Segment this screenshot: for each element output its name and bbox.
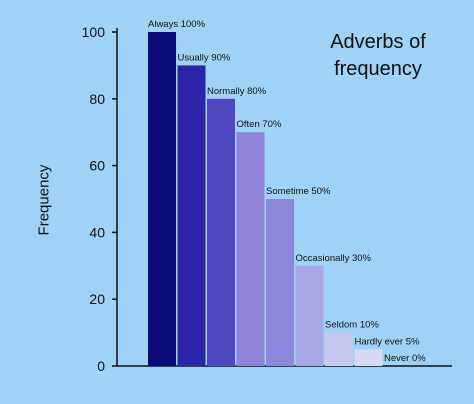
data-label: Often 70%: [237, 119, 282, 130]
y-tick-label: 60: [89, 158, 105, 174]
data-label: Always 100%: [148, 19, 206, 30]
y-tick-label: 100: [82, 24, 106, 40]
data-label: Seldom 10%: [325, 320, 379, 331]
y-tick-label: 0: [97, 358, 105, 374]
bar-occasionally: [295, 265, 324, 366]
y-tick-label: 20: [89, 291, 105, 307]
bar-usually: [177, 65, 206, 367]
data-label: Hardly ever 5%: [355, 336, 420, 347]
data-label: Normally 80%: [207, 86, 267, 97]
bar-always: [148, 32, 176, 366]
bar-hardly-ever: [354, 349, 383, 366]
data-label: Occasionally 30%: [296, 253, 372, 264]
bar-normally: [207, 98, 235, 367]
data-label: Never 0%: [384, 353, 426, 364]
bar-sometime: [266, 199, 294, 366]
bar-often: [236, 132, 265, 366]
chart-title-line-2: frequency: [334, 58, 422, 80]
data-label: Sometime 50%: [266, 186, 331, 197]
data-label: Usually 90%: [178, 52, 231, 63]
chart-title-line-1: Adverbs of: [330, 31, 426, 53]
y-tick-label: 40: [89, 224, 105, 240]
y-tick-label: 80: [89, 91, 105, 107]
bar-seldom: [325, 332, 353, 366]
